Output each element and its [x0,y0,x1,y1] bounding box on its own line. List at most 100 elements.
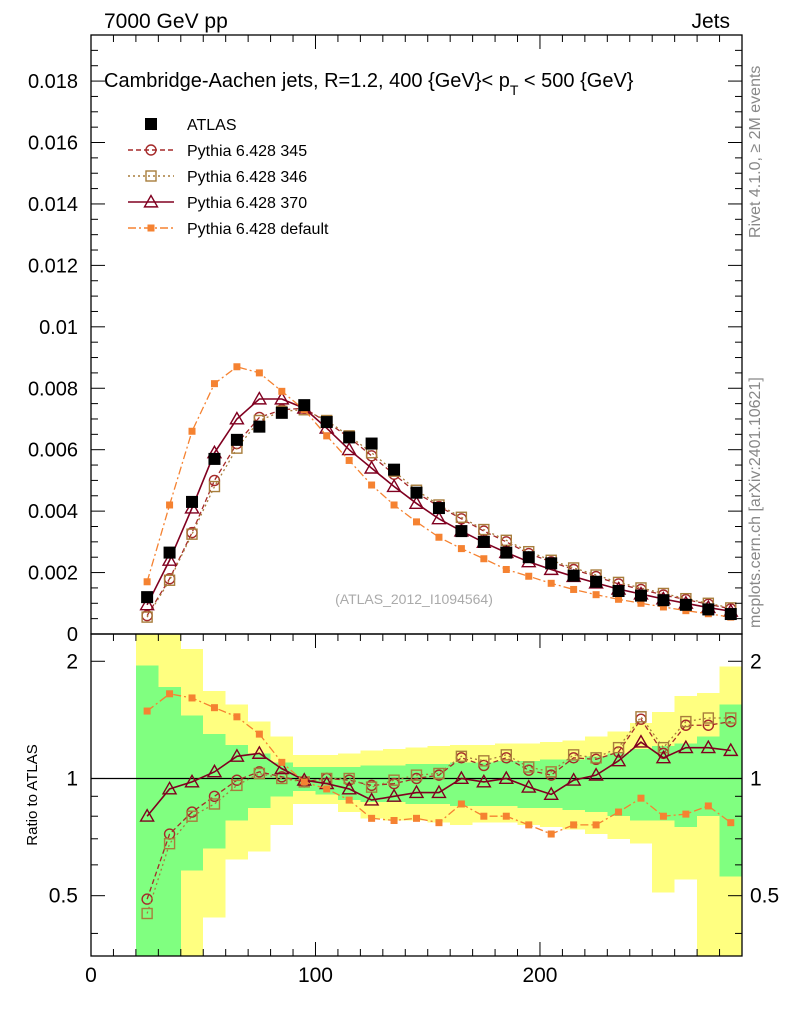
ratio-line-pythia-6-428-346 [146,715,731,914]
y-tick-label-ratio-right: 1 [750,767,762,790]
main-point-pythia-6-428-default [480,555,488,563]
main-point-pythia-6-428-346 [455,511,468,523]
ratio-band-inner-bin [248,753,271,808]
y-tick-label-ratio-left: 2 [66,650,78,673]
main-point-pythia-6-428-default [390,501,398,509]
ratio-point-pythia-6-428-345 [208,790,221,802]
ratio-point-pythia-6-428-default [457,800,465,808]
main-point-pythia-6-428-370 [161,552,178,566]
ratio-point-pythia-6-428-370 [678,739,694,754]
main-point-pythia-6-428-default [368,481,376,489]
main-point-pythia-6-428-370 [274,391,290,405]
ratio-point-pythia-6-428-346 [388,774,400,786]
ratio-series-group [139,690,739,920]
ratio-band-inner-bin [450,762,473,806]
legend-marker-pythia-6-428-345 [145,144,157,156]
main-point-pythia-6-428-default [637,599,645,607]
ratio-point-pythia-6-428-default [592,821,600,829]
main-point-pythia-6-428-default [255,369,263,377]
ratio-band-inner-bin [584,756,608,813]
main-point-pythia-6-428-370 [408,495,425,510]
y-tick-label-main: 0.002 [28,563,78,585]
ratio-point-pythia-6-428-default [480,812,488,820]
ratio-point-pythia-6-428-default [502,812,510,820]
ratio-point-pythia-6-428-370 [453,770,470,785]
ratio-point-pythia-6-428-default [615,808,623,816]
ratio-point-pythia-6-428-346 [253,767,266,780]
main-point-pythia-6-428-default [592,591,600,599]
main-point-atlas-data [679,598,692,611]
main-point-atlas-data [163,546,176,559]
main-line-pythia-6-428-default [146,366,731,618]
legend-label-atlas: ATLAS [187,117,237,134]
ratio-point-pythia-6-428-370 [498,770,514,785]
main-point-atlas-data [612,584,625,597]
x-tick-label: 0 [85,964,97,987]
ratio-point-pythia-6-428-370 [476,773,492,788]
legend-marker-atlas [145,118,157,130]
ratio-band-inner-bin [652,746,675,821]
ratio-point-pythia-6-428-346 [567,749,580,761]
ratio-point-pythia-6-428-346 [523,761,535,773]
ratio-point-pythia-6-428-default [727,819,735,827]
legend-label-pythia-6-428-default: Pythia 6.428 default [187,221,329,238]
ratio-point-pythia-6-428-346 [702,712,715,724]
legend-label-pythia-6-428-370: Pythia 6.428 370 [187,195,307,212]
ratio-point-pythia-6-428-370 [431,784,447,799]
main-point-pythia-6-428-346 [141,611,153,623]
ratio-point-pythia-6-428-346 [635,711,647,723]
ratio-point-pythia-6-428-346 [455,750,468,763]
main-point-pythia-6-428-370 [139,596,155,611]
ratio-point-pythia-6-428-default [390,816,398,824]
main-point-atlas-data [141,591,154,604]
y-tick-label-main: 0 [67,624,78,646]
ratio-band-inner-bin [225,744,249,821]
axis-ticks: 0 100 200 0 0.002 0.004 0.006 0.008 0.01 0.012 0.0… [28,34,779,987]
main-point-atlas-data [230,433,243,446]
ratio-point-pythia-6-428-346 [231,779,243,792]
analysis-watermark: (ATLAS_2012_I1094564) [335,591,493,607]
ratio-point-pythia-6-428-default [255,730,263,738]
ratio-point-pythia-6-428-default [143,707,151,715]
main-point-atlas-data [320,416,333,429]
y-tick-label-main: 0.012 [28,255,78,277]
ratio-point-pythia-6-428-370 [229,748,245,762]
ratio-point-pythia-6-428-370 [565,772,582,786]
main-point-atlas-data [724,608,737,621]
ratio-point-pythia-6-428-370 [610,752,627,767]
ratio-band-inner-bin [607,753,630,817]
y-tick-label-main: 0.004 [28,501,78,523]
main-line-pythia-6-428-346 [146,409,731,618]
y-tick-label-main: 0.018 [28,71,78,93]
main-point-atlas-data [275,406,288,419]
y-tick-label-main: 0.008 [28,378,78,400]
ratio-line-pythia-6-428-345 [146,718,731,900]
main-point-atlas-data [432,502,445,515]
main-point-atlas-data [657,594,670,607]
legend-label-pythia-6-428-346: Pythia 6.428 346 [187,169,307,186]
ratio-band-inner-bin [674,743,698,828]
ratio-point-pythia-6-428-346 [590,752,602,764]
ratio-uncertainty-bands [135,634,742,956]
legend-marker-pythia-6-428-346 [145,170,157,182]
main-point-atlas-data [702,603,715,616]
ratio-point-pythia-6-428-346 [500,749,512,761]
ratio-point-pythia-6-428-default [210,704,218,712]
main-point-atlas-data [590,575,603,588]
main-point-pythia-6-428-default [659,603,667,611]
ratio-point-pythia-6-428-370 [341,781,357,795]
x-tick-label: 100 [298,964,333,987]
main-point-pythia-6-428-default [323,432,331,440]
ratio-ylabel: Ratio to ATLAS [24,744,41,845]
ratio-point-pythia-6-428-default [188,694,196,702]
ratio-point-pythia-6-428-346 [410,769,423,781]
ratio-point-pythia-6-428-370 [274,760,290,775]
main-title: Cambridge-Aachen jets, R=1.2, 400 {GeV}<… [104,70,634,98]
main-point-pythia-6-428-default [413,518,420,526]
mcplots-label: mcplots.cern.ch [arXiv:2401.10621] [747,377,764,628]
ratio-point-pythia-6-428-346 [478,755,490,767]
ratio-point-pythia-6-428-346 [208,798,221,810]
ratio-point-pythia-6-428-370 [363,792,380,806]
ratio-point-pythia-6-428-346 [186,810,198,822]
